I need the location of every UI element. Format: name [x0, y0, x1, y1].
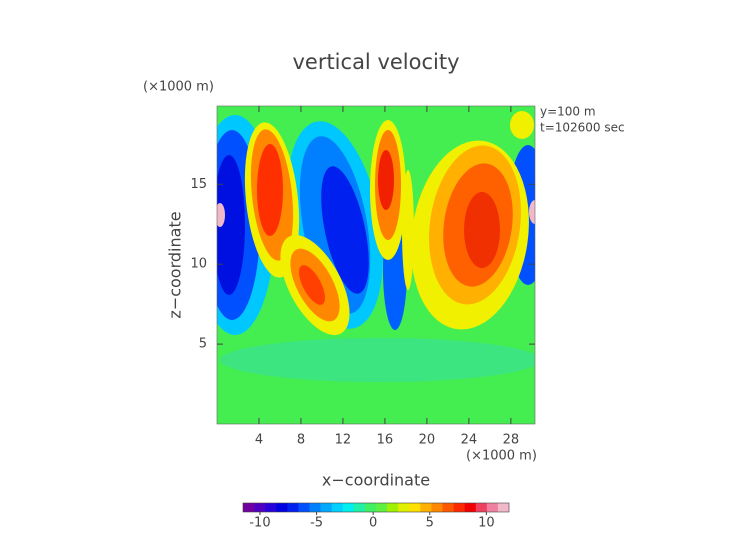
colorbar-swatch [342, 503, 355, 512]
colorbar-swatch [353, 503, 366, 512]
colorbar-swatch [320, 503, 332, 512]
colorbar-tick-label: -10 [249, 516, 270, 531]
colorbar-tick-label: 0 [369, 516, 377, 531]
colorbar-swatch [486, 503, 499, 512]
colorbar-swatch [331, 503, 344, 512]
colorbar-tick-label: 10 [478, 516, 495, 531]
x-tick-label: 8 [297, 433, 305, 448]
colorbar-swatch [442, 503, 454, 512]
y-tick-label: 10 [190, 257, 207, 272]
colorbar-swatch [254, 503, 266, 512]
annotation: y=100 m [540, 105, 596, 119]
plot-frame [216, 105, 536, 425]
colorbar-frame [242, 502, 510, 513]
colorbar-swatch [497, 503, 510, 512]
x-tick-label: 16 [377, 433, 394, 448]
colorbar-swatch [309, 503, 321, 512]
colorbar-swatch [298, 503, 310, 512]
y-unit: (×1000 m) [143, 80, 214, 95]
colorbar-swatch [464, 503, 477, 512]
colorbar-swatch [265, 503, 277, 512]
colorbar-swatch [431, 503, 443, 512]
colorbar-swatch [276, 503, 288, 512]
colorbar-swatch [287, 503, 299, 512]
x-tick-label: 28 [503, 433, 520, 448]
colorbar-swatch [409, 503, 421, 512]
chart-title: vertical velocity [292, 50, 459, 74]
x-tick-label: 4 [255, 433, 263, 448]
x-tick-label: 24 [461, 433, 478, 448]
colorbar-swatch [243, 503, 255, 512]
colorbar-swatch [376, 503, 388, 512]
y-tick-label: 5 [199, 337, 207, 352]
colorbar-swatch [420, 503, 432, 512]
y-tick-label: 15 [190, 177, 207, 192]
y-axis-label: z−coordinate [166, 211, 185, 318]
field [217, 106, 535, 424]
colorbar-swatch [475, 503, 488, 512]
colorbar-tick-label: -5 [310, 516, 323, 531]
colorbar-swatch [364, 503, 377, 512]
x-tick-label: 20 [419, 433, 436, 448]
annotation: t=102600 sec [540, 121, 625, 135]
x-tick-label: 12 [335, 433, 352, 448]
colorbar-swatch [387, 503, 399, 512]
colorbar-swatch [398, 503, 410, 512]
x-axis-label: x−coordinate [322, 471, 430, 490]
colorbar-tick-label: 5 [426, 516, 434, 531]
x-unit: (×1000 m) [466, 449, 537, 464]
colorbar-swatch [453, 503, 465, 512]
